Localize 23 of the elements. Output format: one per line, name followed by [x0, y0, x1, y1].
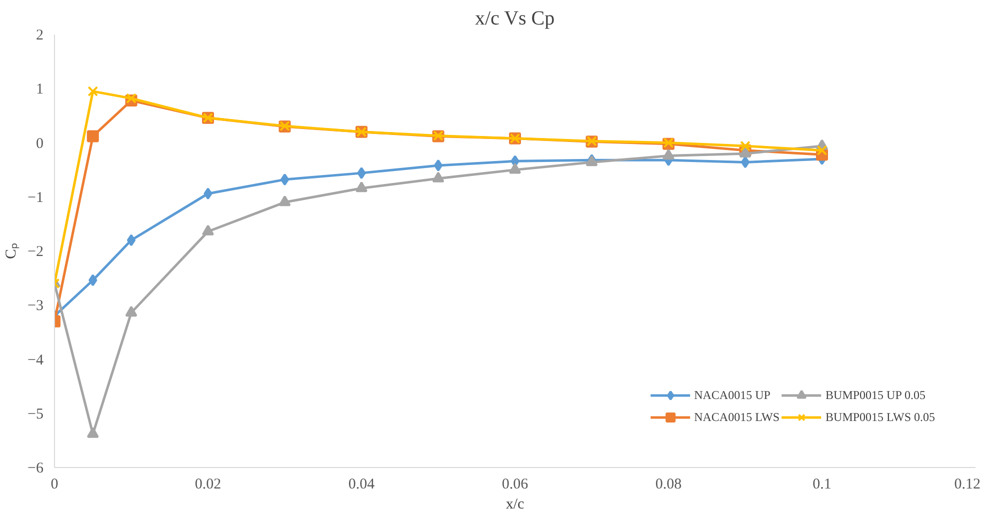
x-axis-title: x/c — [506, 496, 525, 512]
x-tick-label: 0.08 — [655, 476, 682, 492]
x-tick-label: 0.12 — [954, 476, 980, 492]
legend-label: BUMP0015 LWS 0.05 — [826, 410, 935, 424]
legend-label: NACA0015 LWS — [694, 410, 780, 424]
y-tick-label: −3 — [28, 298, 44, 314]
y-tick-label: −1 — [28, 190, 44, 206]
y-tick-label: −6 — [28, 460, 44, 476]
x-tick-label: 0.1 — [812, 476, 832, 492]
y-tick-label: −5 — [28, 406, 44, 422]
x-tick-label: 0.02 — [194, 476, 222, 492]
y-tick-label: −2 — [28, 244, 44, 260]
y-tick-label: 0 — [36, 136, 44, 152]
y-tick-label: 1 — [36, 82, 44, 98]
y-axis-title: Cₚ — [4, 242, 20, 259]
x-tick-label: 0.06 — [502, 476, 529, 492]
y-tick-label: 2 — [36, 28, 44, 44]
y-tick-label: −4 — [28, 352, 44, 368]
legend-label: NACA0015 UP — [694, 388, 770, 402]
x-tick-label: 0 — [50, 476, 58, 492]
legend-label: BUMP0015 UP 0.05 — [826, 388, 926, 402]
x-tick-label: 0.04 — [348, 476, 376, 492]
chart-title: x/c Vs Cp — [475, 8, 555, 30]
